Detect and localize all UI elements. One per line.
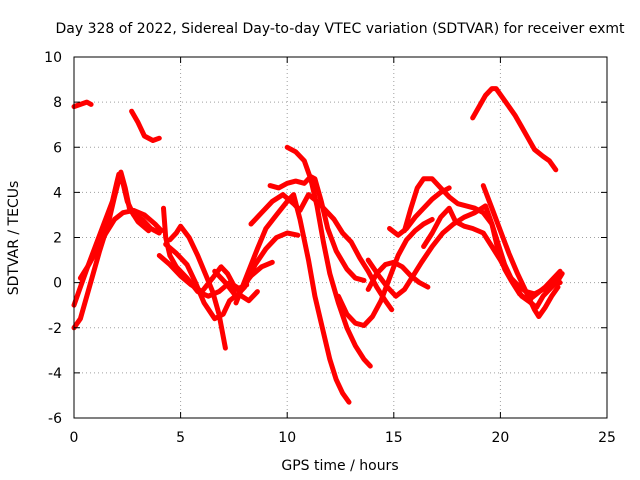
series-sat-i [156,253,250,295]
series-sat-m [267,174,367,283]
x-tick-label: 0 [70,430,79,446]
series-sat-q [387,185,452,238]
grid [74,57,607,418]
data-series [71,86,565,405]
plot-frame [73,56,608,419]
x-tick-label: 5 [176,430,185,446]
y-tick-label: -4 [48,366,62,382]
x-tick-label: 10 [278,430,296,446]
series-sat-j [212,230,301,299]
series-sat-n [248,192,395,313]
y-axis-label: SDTVAR / TECUs [6,181,22,296]
x-axis-label: GPS time / hours [281,458,398,474]
series-sat-b [129,108,162,143]
y-tick-label: 0 [53,276,62,292]
series-sat-h [163,241,260,322]
x-tick-label: 25 [598,430,616,446]
series-sat-g [167,223,228,351]
series-sat-k [233,192,352,405]
y-tick-label: 10 [44,50,62,66]
y-tick-label: 4 [53,185,62,201]
x-tick-label: 15 [385,430,403,446]
series-sat-e [77,207,164,281]
y-tick-label: 8 [53,95,62,111]
chart-title: Day 328 of 2022, Sidereal Day-to-day VTE… [56,21,626,37]
y-tick-label: -2 [48,321,62,337]
x-tick-label: 20 [491,430,509,446]
y-tick-label: 6 [53,140,62,156]
series-sat-t [421,205,563,297]
series-sat-a [71,99,94,110]
series-sat-v [470,86,559,173]
series-sat-o [335,216,435,328]
series-sat-u [480,183,561,319]
y-tick-label: 2 [53,231,62,247]
series-sat-l [284,144,373,369]
axis-ticks: 0 5 10 15 20 25 -6 -4 -2 0 2 4 6 8 10 [44,50,616,446]
series-sat-s [402,176,565,310]
y-tick-label: -6 [48,411,62,427]
